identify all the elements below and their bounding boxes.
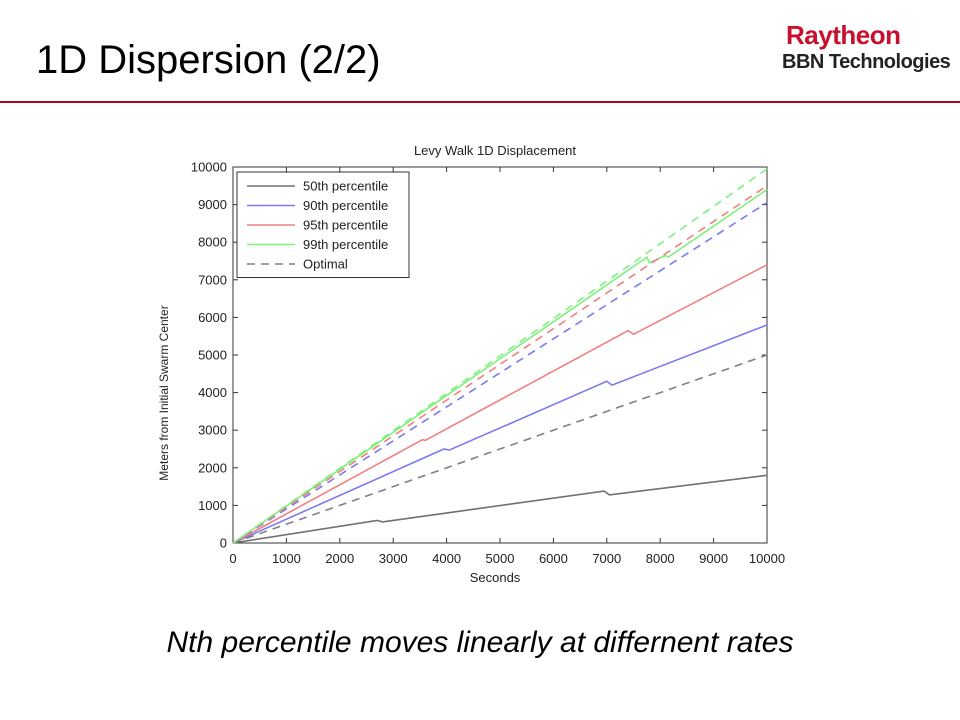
series-line-optimal [232, 354, 768, 544]
raytheon-bbn-logo: Raytheon BBN Technologies [780, 20, 952, 78]
x-tick-label: 5000 [486, 551, 515, 566]
y-tick-label: 8000 [198, 235, 227, 250]
chart-title: Levy Walk 1D Displacement [414, 143, 576, 158]
series-line-dashed-6 [232, 185, 768, 544]
logo-name: Raytheon [786, 20, 901, 50]
y-tick-label: 6000 [198, 310, 227, 325]
chart-legend: 50th percentile 90th percentile 95th perce… [236, 171, 410, 278]
y-tick-label: 0 [220, 536, 227, 551]
series-line-95th-percentile [232, 264, 768, 544]
legend-entry: 50th percentile [303, 179, 388, 194]
series-line-dashed-5 [232, 202, 768, 544]
y-tick-label: 9000 [198, 197, 227, 212]
x-tick-label: 4000 [432, 551, 461, 566]
y-tick-label: 2000 [198, 460, 227, 475]
legend-entry: 90th percentile [303, 198, 388, 213]
legend-entry: 99th percentile [303, 237, 388, 252]
x-tick-label: 1000 [272, 551, 301, 566]
x-tick-label: 6000 [539, 551, 568, 566]
series-line-90th-percentile [232, 324, 768, 544]
series-line-50th-percentile [232, 474, 768, 544]
y-tick-label: 4000 [198, 385, 227, 400]
slide-title: 1D Dispersion (2/2) [36, 38, 381, 82]
x-tick-label: 7000 [592, 551, 621, 566]
line-chart: Levy Walk 1D Displacement Seconds Meters… [157, 143, 785, 585]
chart-container: Levy Walk 1D Displacement Seconds Meters… [150, 130, 800, 590]
x-axis-label: Seconds [470, 570, 521, 585]
x-tick-label: 10000 [749, 551, 785, 566]
title-divider [0, 101, 960, 103]
x-tick-label: 8000 [646, 551, 675, 566]
series-line-dashed-7 [232, 168, 768, 544]
x-tick-label: 3000 [379, 551, 408, 566]
logo-subtitle: BBN Technologies [782, 51, 951, 73]
y-axis-label: Meters from Initial Swarm Center [157, 305, 171, 480]
x-tick-label: 0 [229, 551, 236, 566]
legend-entry: 95th percentile [303, 218, 388, 233]
x-tick-label: 2000 [325, 551, 354, 566]
y-tick-label: 5000 [198, 348, 227, 363]
x-tick-label: 9000 [699, 551, 728, 566]
y-tick-label: 10000 [191, 160, 227, 175]
y-tick-label: 1000 [198, 498, 227, 513]
y-tick-label: 7000 [198, 272, 227, 287]
slide-caption: Nth percentile moves linearly at differn… [166, 626, 794, 659]
legend-entry: Optimal [303, 257, 348, 272]
y-tick-label: 3000 [198, 423, 227, 438]
